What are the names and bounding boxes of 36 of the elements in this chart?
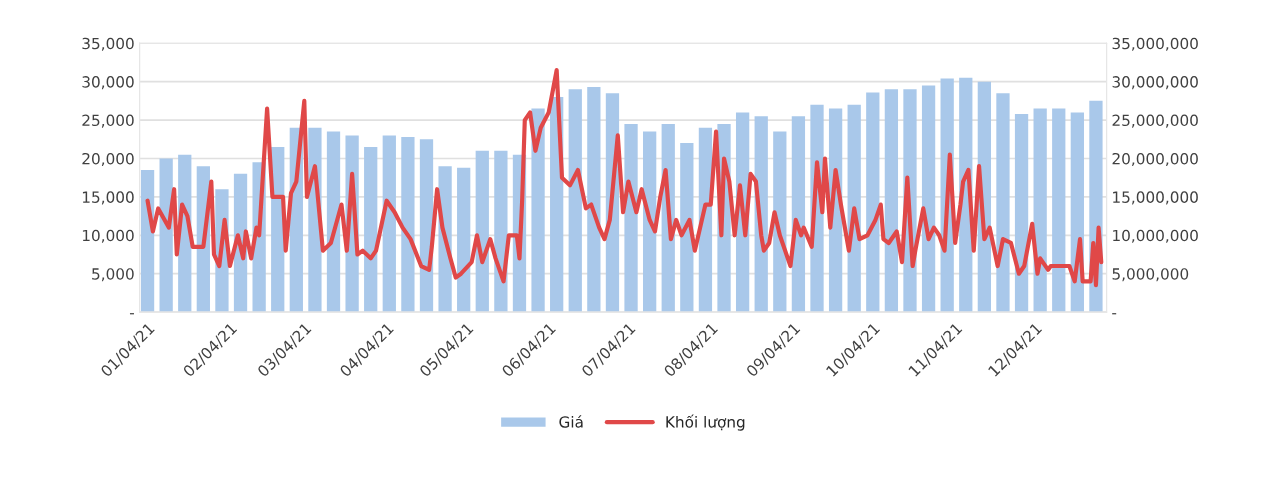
- y-tick-label: 15,000: [82, 191, 134, 205]
- bar: [1052, 108, 1066, 313]
- bar: [326, 131, 341, 313]
- y2-tick-label: -: [1112, 313, 1117, 315]
- y2-tick-label: 5,000,000: [1112, 268, 1189, 282]
- y2-tick-label: 30,000,000: [1112, 76, 1198, 90]
- y2-tick-label: 15,000,000: [1113, 191, 1198, 205]
- y-tick-label: 10,000: [82, 229, 134, 243]
- legend-label: Giá: [559, 415, 583, 428]
- bar: [364, 146, 378, 313]
- y-tick-label: 25,000: [82, 114, 134, 128]
- bar: [884, 89, 899, 313]
- y-tick-label: -: [129, 313, 134, 315]
- y2-tick-label: 10,000,000: [1113, 229, 1198, 243]
- bar: [568, 89, 582, 313]
- bar: [1014, 113, 1029, 313]
- line-series: [145, 68, 1104, 288]
- y2-tick-label: 35,000,000: [1112, 37, 1198, 51]
- bar: [401, 136, 415, 313]
- bar: [531, 108, 545, 313]
- legend-label: Khối lượng: [666, 414, 745, 431]
- bar: [866, 92, 880, 313]
- bar: [680, 143, 694, 313]
- bar: [382, 135, 396, 313]
- bar: [996, 93, 1010, 313]
- y2-tick-label: 20,000,000: [1112, 152, 1198, 167]
- y-tick-label: 35,000: [82, 37, 134, 51]
- bar: [921, 85, 936, 313]
- bar: [140, 170, 155, 313]
- bar: [624, 123, 638, 313]
- y-tick-label: 20,000: [82, 152, 134, 167]
- y-tick-label: 5,000: [92, 268, 134, 282]
- y-tick-label: 30,000: [82, 76, 134, 90]
- bar: [457, 167, 471, 313]
- bar: [587, 87, 601, 313]
- y2-tick-label: 25,000,000: [1112, 114, 1198, 128]
